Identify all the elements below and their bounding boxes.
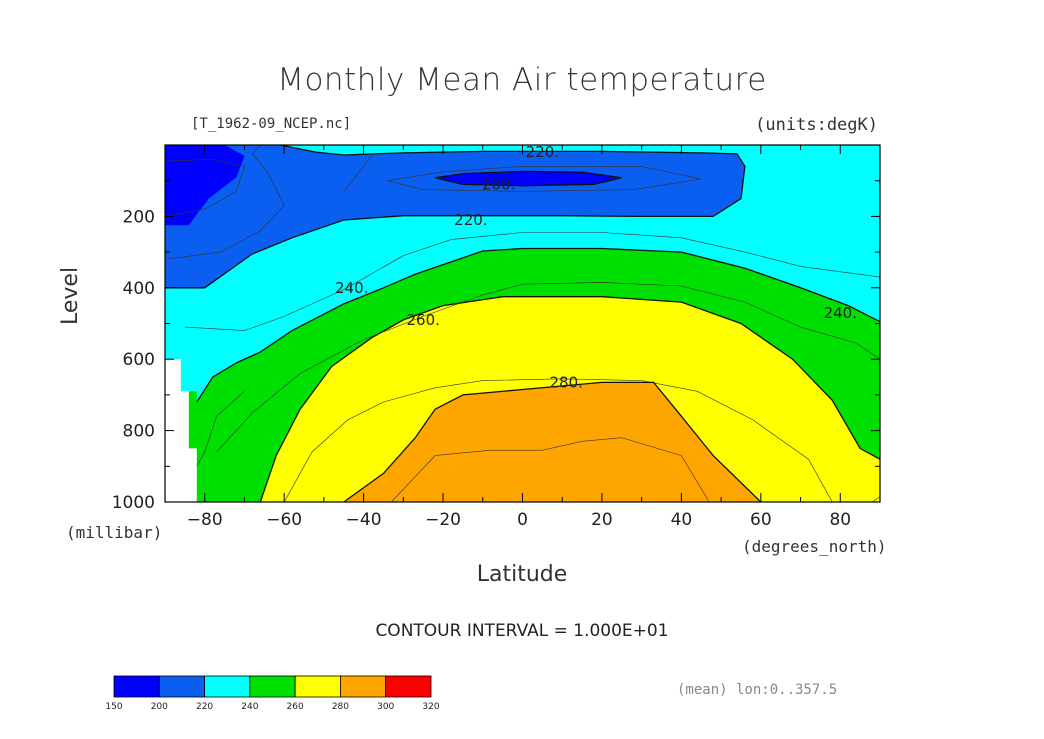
contour-label: 240. — [335, 279, 368, 297]
minor-contour-line — [184, 232, 880, 331]
x-axis-units: (degrees_north) — [742, 537, 887, 556]
contour-label: 260. — [406, 311, 439, 329]
colorbar-swatch — [340, 675, 387, 698]
contour-interval-note: CONTOUR INTERVAL = 1.000E+01 — [375, 621, 669, 641]
x-tick-label: 20 — [591, 510, 613, 530]
y-tick-label: 200 — [123, 207, 155, 227]
colorbar-label: 150 — [105, 702, 122, 712]
x-tick-label: −80 — [187, 510, 223, 530]
mean-longitude-note: (mean) lon:0..357.5 — [677, 682, 838, 698]
colorbar-swatch — [158, 675, 205, 698]
filled-region-280-300 — [343, 382, 761, 502]
contour-line-240 — [196, 247, 880, 403]
contour-line-220 — [165, 145, 746, 289]
colorbar-swatch — [204, 675, 251, 698]
minor-contour-line — [387, 166, 702, 192]
contour-label: 220. — [454, 211, 487, 229]
x-tick-label: 80 — [829, 510, 851, 530]
minor-contour-line — [871, 496, 880, 502]
x-tick-label: 0 — [517, 510, 528, 530]
colorbar-label: 220 — [196, 702, 213, 712]
missing-data-region — [165, 359, 197, 502]
contour-line-260 — [259, 296, 880, 502]
y-tick-label: 600 — [123, 350, 155, 370]
colorbar-label: 320 — [422, 702, 439, 712]
chart-title: Monthly Mean Air temperature — [277, 62, 767, 98]
colorbar-label: 280 — [332, 702, 349, 712]
x-tick-label: 40 — [671, 510, 693, 530]
filled-region-150-200 — [435, 171, 622, 186]
x-tick-label: −20 — [425, 510, 461, 530]
colorbar-label: 200 — [151, 702, 168, 712]
y-tick-label: 400 — [123, 279, 155, 299]
contour-label: 280. — [549, 373, 582, 391]
y-axis-units: (millibar) — [66, 523, 163, 542]
minor-contour-line — [165, 158, 245, 217]
file-label: [T_1962-09_NCEP.nc] — [191, 116, 352, 132]
units-label: (units:degK) — [755, 115, 878, 135]
contour-line-200 — [434, 170, 622, 187]
y-tick-label: 1000 — [112, 493, 155, 513]
contour-label: 200. — [482, 175, 515, 193]
minor-contour-line — [343, 155, 372, 192]
colorbar-label: 300 — [377, 702, 394, 712]
minor-contour-line — [391, 437, 710, 502]
colorbar-swatch — [113, 675, 160, 698]
colorbar-swatch — [294, 675, 341, 698]
minor-contour-line — [283, 378, 833, 502]
contour-label: 240. — [824, 304, 857, 322]
x-tick-label: −60 — [266, 510, 302, 530]
colorbar-swatch — [249, 675, 296, 698]
contour-line-280 — [343, 381, 762, 502]
x-axis-label: Latitude — [476, 562, 568, 587]
contour-label: 220. — [526, 143, 559, 161]
x-tick-label: −40 — [346, 510, 382, 530]
x-tick-label: 60 — [750, 510, 772, 530]
minor-contour-line — [216, 282, 880, 453]
minor-contour-line — [165, 145, 285, 260]
colorbar-label: 240 — [241, 702, 258, 712]
colorbar-swatch — [385, 675, 432, 698]
filled-region-150-200 — [165, 145, 245, 226]
colorbar-label: 260 — [287, 702, 304, 712]
y-tick-label: 800 — [123, 422, 155, 442]
